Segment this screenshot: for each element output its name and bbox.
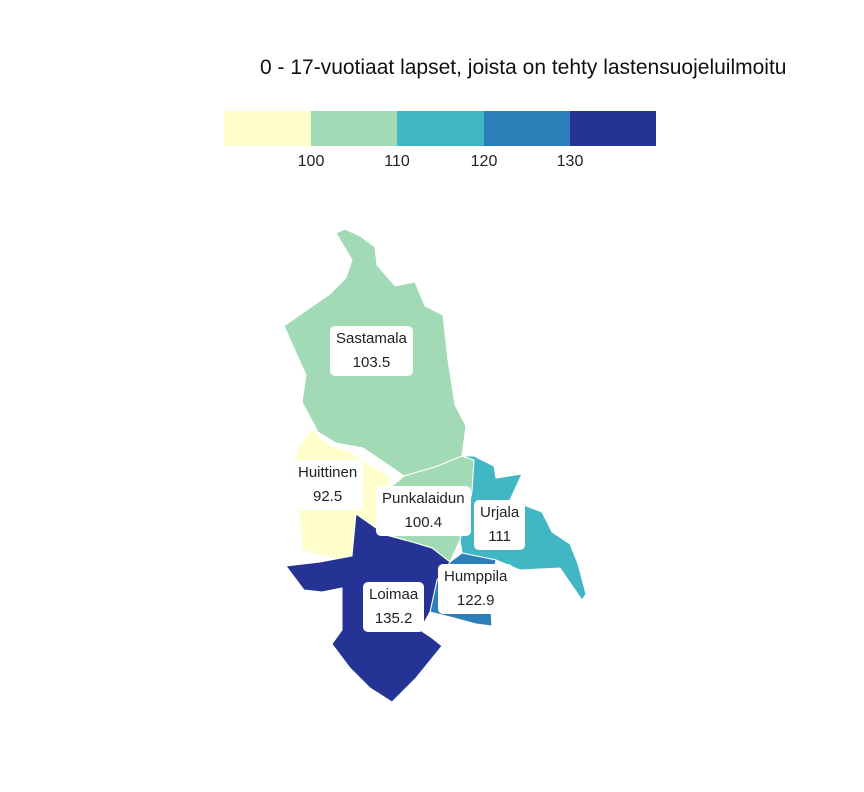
- label-urjala-value: 111: [488, 528, 511, 545]
- legend-tick-110: 110: [384, 153, 410, 170]
- label-humppila: Humppila 122.9: [438, 564, 514, 614]
- map-title: 0 - 17-vuotiaat lapset, joista on tehty …: [260, 56, 787, 79]
- label-humppila-name: Humppila: [444, 568, 508, 585]
- label-huittinen-name: Huittinen: [298, 464, 358, 481]
- legend-swatch-4: [484, 111, 570, 146]
- label-punkalaidun-name: Punkalaidun: [382, 490, 465, 507]
- label-loimaa-value: 135.2: [374, 610, 413, 627]
- legend-tick-100: 100: [297, 153, 325, 170]
- label-sastamala-value: 103.5: [352, 354, 391, 371]
- label-huittinen-value: 92.5: [313, 488, 343, 505]
- label-sastamala-name: Sastamala: [336, 330, 407, 347]
- label-punkalaidun-value: 100.4: [404, 514, 443, 531]
- label-loimaa-name: Loimaa: [369, 586, 419, 603]
- label-loimaa: Loimaa 135.2: [363, 582, 425, 632]
- legend-swatch-2: [311, 111, 397, 146]
- label-urjala-name: Urjala: [480, 504, 520, 521]
- color-legend: 100 110 120 130: [0, 0, 864, 200]
- legend-tick-130: 130: [556, 153, 584, 170]
- label-punkalaidun: Punkalaidun 100.4: [376, 486, 471, 536]
- legend-swatch-5: [570, 111, 656, 146]
- legend-tick-120: 120: [470, 153, 498, 170]
- label-urjala: Urjala 111: [474, 500, 526, 550]
- legend-swatch-3: [397, 111, 484, 146]
- label-huittinen: Huittinen 92.5: [292, 460, 364, 510]
- label-sastamala: Sastamala 103.5: [330, 326, 413, 376]
- legend-swatch-1: [224, 111, 311, 146]
- label-humppila-value: 122.9: [456, 592, 495, 609]
